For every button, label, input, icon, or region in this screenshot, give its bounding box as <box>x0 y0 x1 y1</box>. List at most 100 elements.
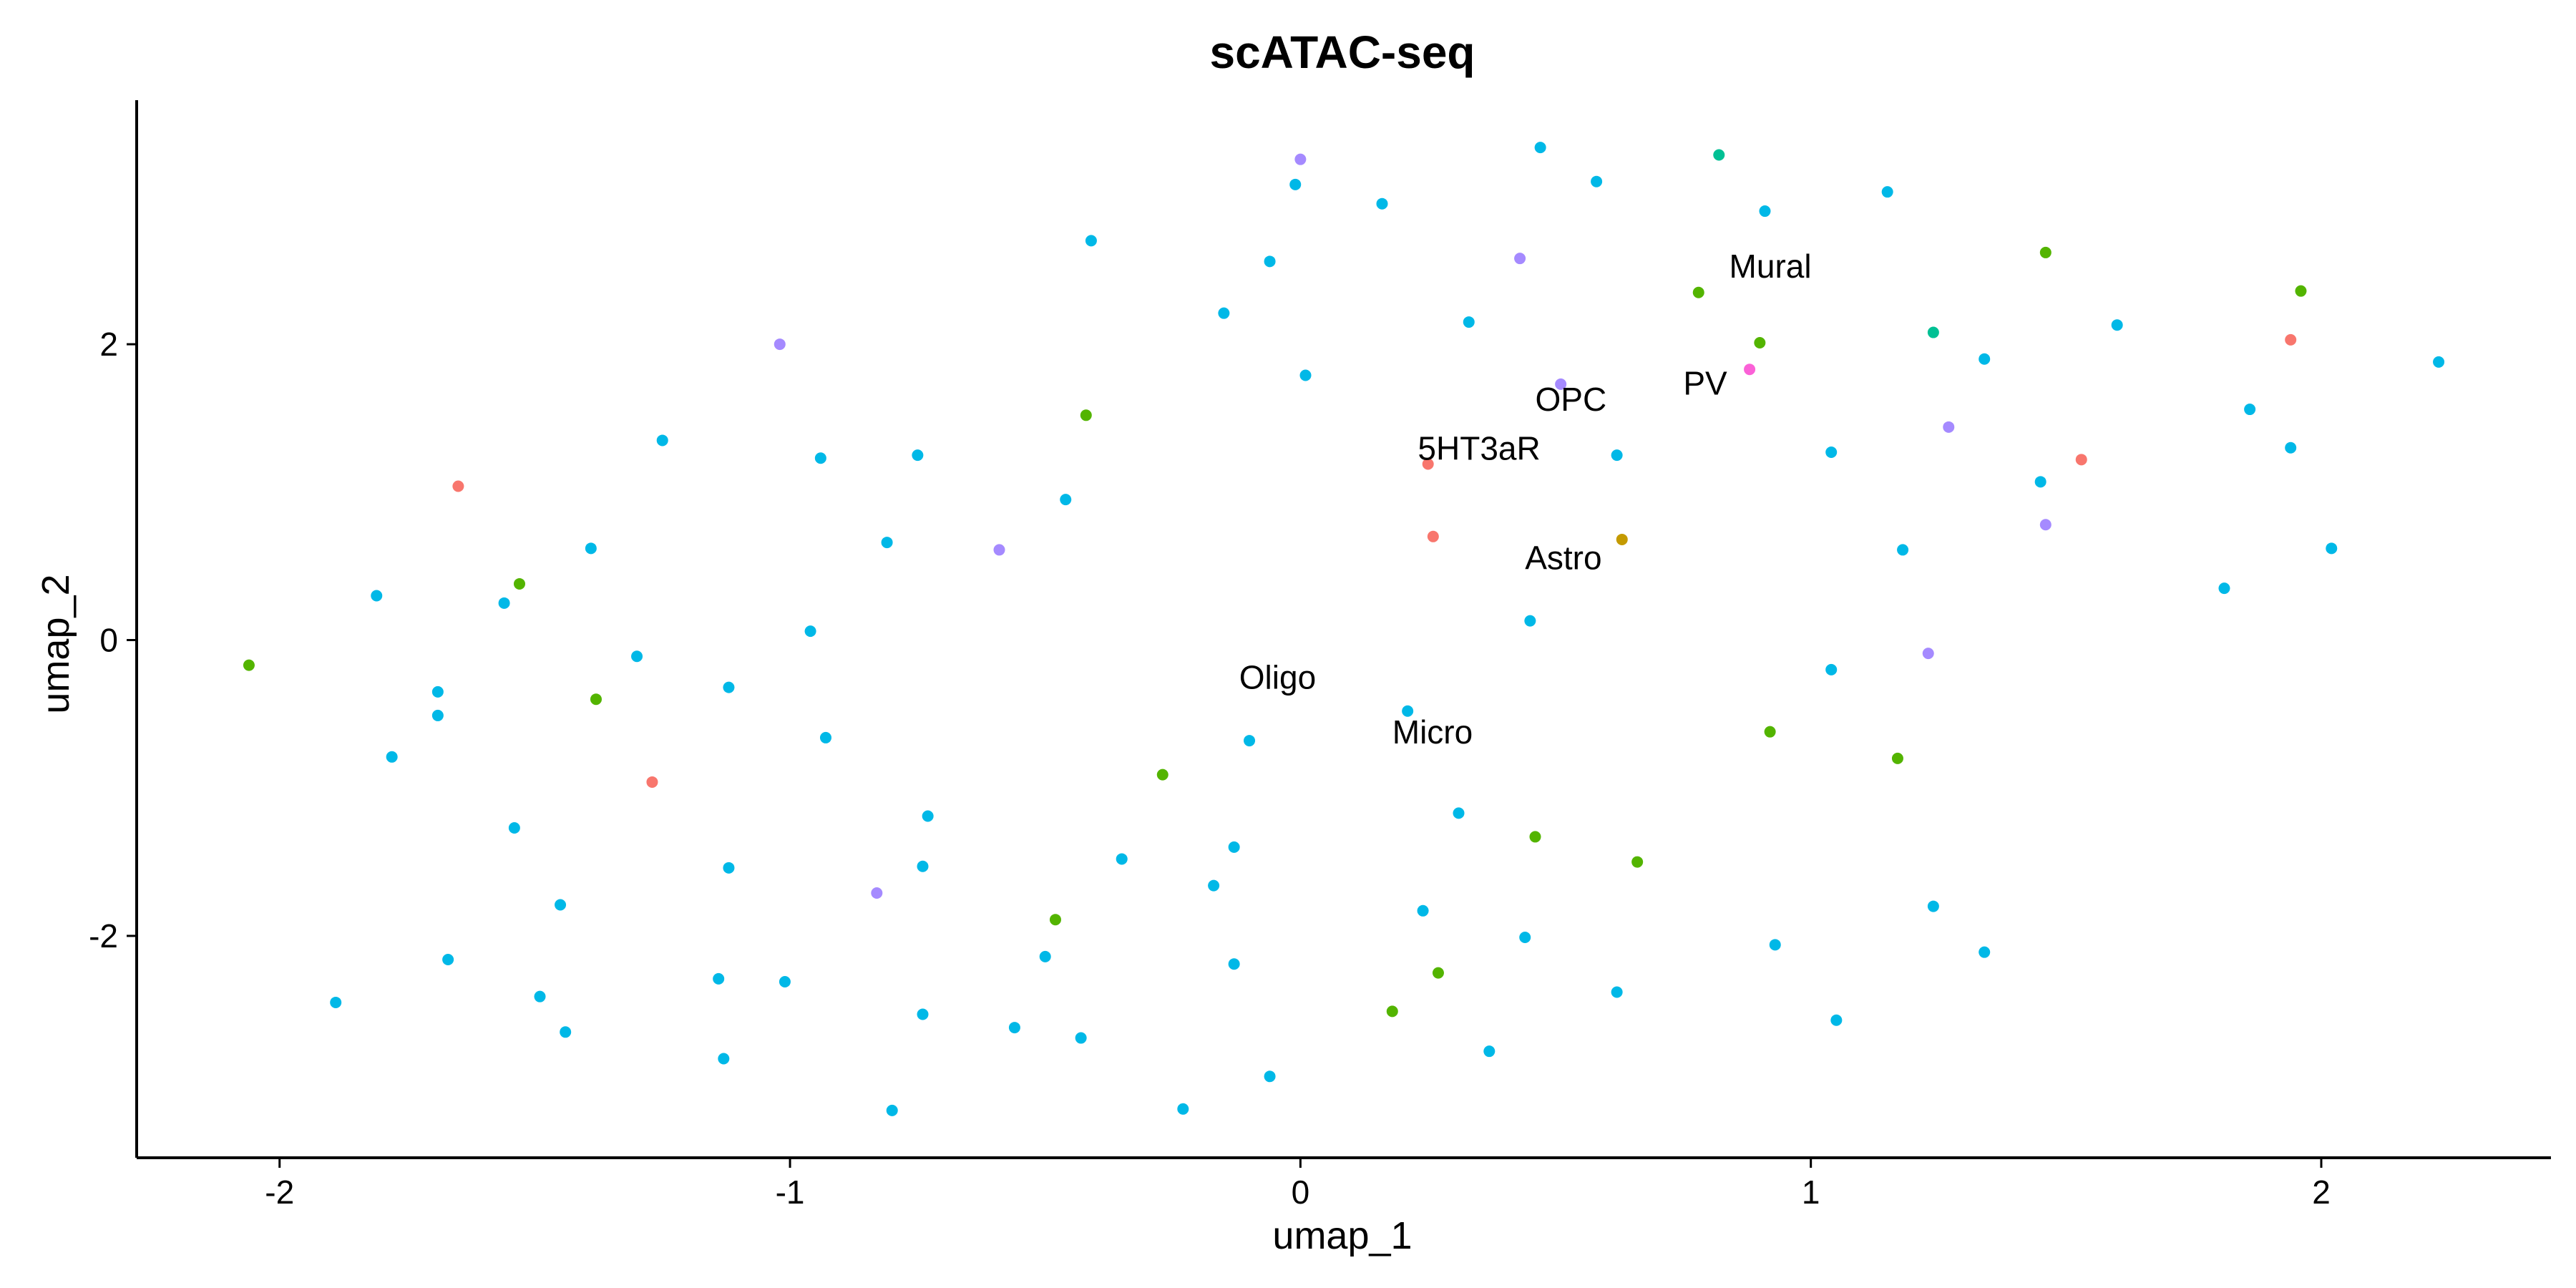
scatter-point <box>2285 333 2297 346</box>
x-tick-label: 1 <box>1802 1174 1820 1211</box>
scatter-point <box>871 887 883 899</box>
scatter-point <box>1376 197 1388 210</box>
scatter-point <box>993 544 1005 556</box>
scatter-point <box>431 709 444 721</box>
scatter-point <box>2039 246 2051 258</box>
scatter-point <box>646 776 658 788</box>
scatter-point <box>1754 337 1766 349</box>
scatter-point <box>2111 319 2123 331</box>
scatter-point <box>1830 1014 1843 1026</box>
x-tick-label: 2 <box>2312 1174 2331 1211</box>
data-points <box>243 142 2445 1116</box>
chart-title: scATAC-seq <box>1209 26 1475 78</box>
scatter-point <box>1927 326 1939 338</box>
scatter-point <box>560 1026 572 1038</box>
scatter-point <box>2285 441 2297 454</box>
axes: -2 -1 0 1 2 -2 0 2 <box>89 100 2551 1211</box>
scatter-point <box>555 899 567 911</box>
cluster-label: Micro <box>1392 713 1473 751</box>
scatter-point <box>804 625 816 638</box>
cluster-label: PV <box>1683 364 1727 401</box>
scatter-point <box>1555 378 1567 390</box>
y-tick-label: 0 <box>99 622 118 659</box>
scatter-point <box>1713 149 1725 161</box>
scatter-point <box>917 1008 929 1020</box>
scatter-point <box>774 338 786 351</box>
scatter-point <box>1060 494 1072 506</box>
scatter-point <box>1616 533 1628 545</box>
scatter-point <box>1529 831 1541 843</box>
scatter-point <box>1881 186 1893 198</box>
scatter-point <box>386 751 398 763</box>
scatter-point <box>713 972 725 985</box>
scatter-point <box>1759 205 1771 218</box>
scatter-point <box>513 577 525 590</box>
scatter-point <box>1427 530 1439 542</box>
scatter-point <box>1049 914 1061 926</box>
scatter-point <box>1825 663 1838 675</box>
scatter-point <box>1008 1022 1020 1034</box>
scatter-point <box>1299 369 1312 381</box>
scatter-point <box>1927 900 1939 912</box>
scatter-point <box>1294 153 1307 165</box>
x-tick-label: -1 <box>776 1174 805 1211</box>
scatter-point <box>431 686 444 698</box>
scatter-point <box>1422 458 1434 470</box>
scatter-point <box>718 1053 730 1065</box>
x-tick-label: 0 <box>1292 1174 1310 1211</box>
scatter-point <box>1402 705 1414 717</box>
scatter-point <box>1177 1103 1189 1115</box>
scatter-point <box>1264 255 1276 268</box>
scatter-point <box>1943 421 1955 433</box>
y-tick-label: -2 <box>89 917 118 955</box>
scatter-point <box>1744 364 1756 376</box>
scatter-point <box>1386 1005 1398 1018</box>
scatter-point <box>1039 950 1051 962</box>
scatter-point <box>814 452 826 464</box>
scatter-point <box>1891 752 1903 764</box>
scatter-point <box>881 537 893 549</box>
scatter-point <box>1764 726 1776 738</box>
x-tick-label: -2 <box>265 1174 294 1211</box>
scatter-point <box>1085 235 1097 247</box>
scatter-point <box>1631 856 1644 868</box>
cluster-label: 5HT3aR <box>1418 429 1540 467</box>
scatter-point <box>1897 544 1909 556</box>
scatter-point <box>1289 178 1302 190</box>
scatter-point <box>1080 409 1092 421</box>
scatter-point <box>243 659 255 671</box>
cluster-label: Mural <box>1729 248 1812 285</box>
scatter-point <box>631 650 643 663</box>
scatter-point <box>1218 307 1230 319</box>
scatter-point <box>2244 404 2256 416</box>
scatter-point <box>2075 454 2087 466</box>
scatter-point <box>723 681 735 693</box>
scatter-point <box>1769 939 1781 951</box>
scatter-point <box>886 1104 898 1116</box>
scatter-point <box>534 990 546 1002</box>
scatter-point <box>1453 807 1465 819</box>
scatter-point <box>1417 904 1429 917</box>
scatter-point <box>1922 648 1934 660</box>
scatter-point <box>1519 931 1531 943</box>
scatter-point <box>1979 946 1991 958</box>
cluster-label: OPC <box>1535 381 1606 418</box>
scatter-point <box>819 731 831 743</box>
scatter-point <box>1692 286 1704 298</box>
x-axis-label: umap_1 <box>1272 1214 1412 1257</box>
scatter-point <box>2295 285 2307 297</box>
scatter-point <box>590 693 602 706</box>
scatter-point <box>1483 1045 1496 1058</box>
scatter-point <box>2433 356 2445 368</box>
scatter-point <box>1228 841 1240 853</box>
scatter-point <box>452 480 464 492</box>
scatter-point <box>508 822 520 834</box>
scatter-point <box>330 996 342 1008</box>
scatter-point <box>442 954 454 966</box>
scatter-point <box>1156 769 1169 781</box>
scatter-point <box>1208 879 1220 892</box>
scatter-point <box>2034 476 2046 488</box>
scatter-point <box>1534 142 1546 154</box>
